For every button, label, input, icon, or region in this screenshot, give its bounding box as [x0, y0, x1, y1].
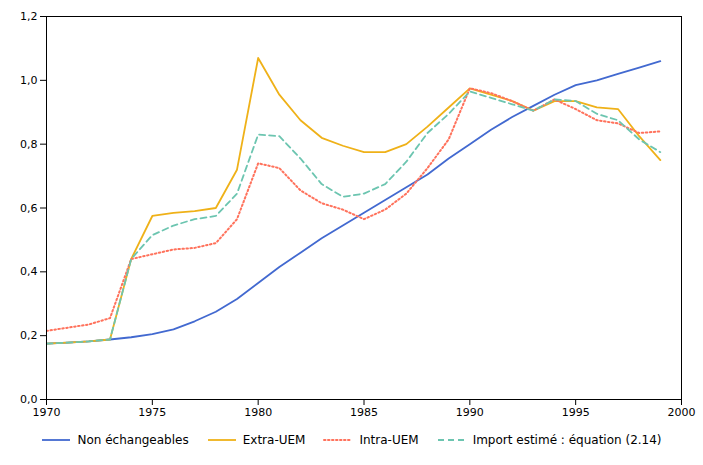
- svg-text:0,6: 0,6: [20, 202, 38, 215]
- html-text:Intra-UEM: Intra-UEM: [359, 433, 419, 447]
- svg-text:1980: 1980: [244, 406, 272, 419]
- html-text:Import estimé : équation (2.14: Import estimé : équation (2.14): [472, 433, 662, 447]
- svg-text:2000: 2000: [668, 406, 696, 419]
- svg-text:1990: 1990: [456, 406, 484, 419]
- html-text:Extra-UEM: Extra-UEM: [242, 433, 306, 447]
- svg-text:1,0: 1,0: [20, 74, 38, 87]
- html-text:Non échangeables: Non échangeables: [77, 433, 189, 447]
- svg-text:1995: 1995: [562, 406, 590, 419]
- svg-text:0,8: 0,8: [20, 138, 38, 151]
- svg-text:1985: 1985: [350, 406, 378, 419]
- svg-text:1970: 1970: [33, 406, 61, 419]
- svg-text:1975: 1975: [138, 406, 166, 419]
- svg-text:0,4: 0,4: [20, 265, 38, 278]
- svg-text:0,0: 0,0: [20, 393, 38, 406]
- svg-text:1,2: 1,2: [20, 10, 38, 23]
- svg-text:0,2: 0,2: [20, 329, 38, 342]
